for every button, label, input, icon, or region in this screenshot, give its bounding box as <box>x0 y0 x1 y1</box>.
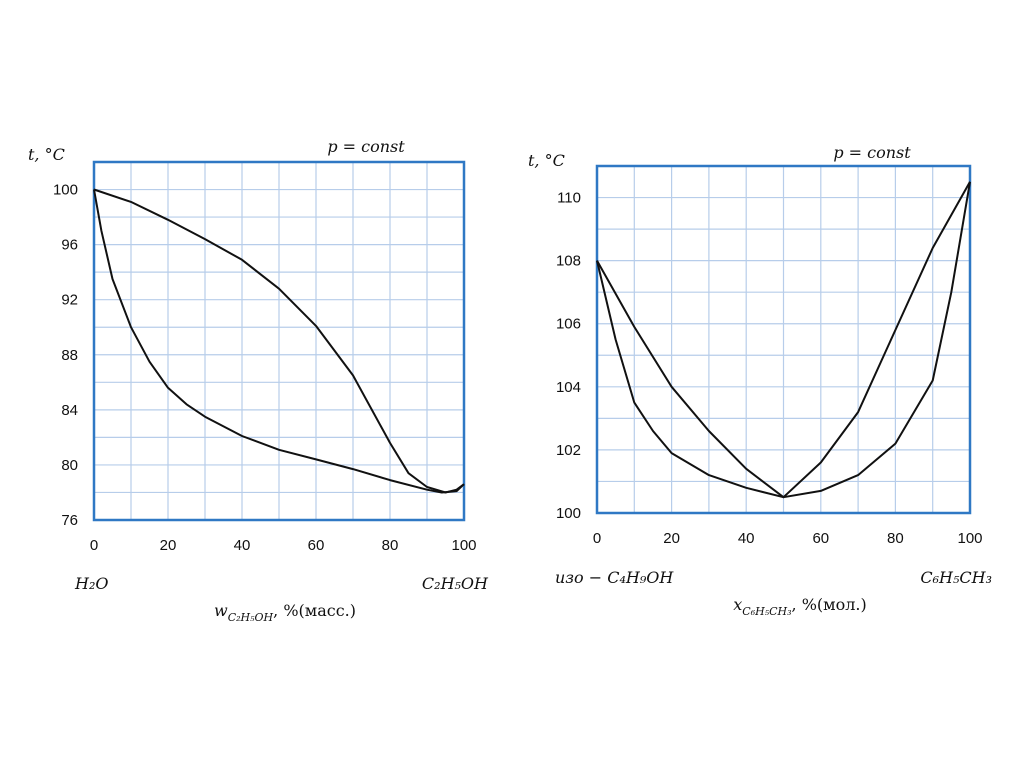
chart-title: p = const <box>327 137 405 156</box>
x-axis-label-subscript: C₆H₅CH₃ <box>742 605 791 618</box>
x-tick-label: 80 <box>887 530 904 547</box>
y-tick-label: 88 <box>61 347 78 364</box>
left-component-label: изо − C₄H₉OH <box>555 568 674 587</box>
x-axis-label-var: x <box>733 595 742 614</box>
right-component-label: C₆H₅CH₃ <box>920 568 992 587</box>
y-tick-label: 108 <box>556 253 581 270</box>
plot-frame <box>595 164 972 515</box>
y-tick-label: 100 <box>53 182 78 199</box>
chart-title: p = const <box>833 143 911 162</box>
right-component-label: C₂H₅OH <box>422 574 489 593</box>
y-tick-label: 102 <box>556 442 581 459</box>
y-tick-label: 76 <box>61 512 78 529</box>
y-axis-label: t, °C <box>28 145 65 164</box>
y-tick-label: 80 <box>61 457 78 474</box>
x-tick-label: 100 <box>451 537 476 554</box>
y-tick-label: 106 <box>556 316 581 333</box>
y-tick-label: 110 <box>557 190 581 207</box>
left-component-label: H₂O <box>74 574 108 593</box>
x-axis-label: xC₆H₅CH₃, %(мол.) <box>733 595 866 618</box>
y-tick-label: 100 <box>556 505 581 522</box>
x-axis-label-unit: , %(мол.) <box>792 595 867 614</box>
y-tick-label: 92 <box>61 292 78 309</box>
x-axis-label-subscript: C₂H₅OH <box>228 611 274 624</box>
y-axis-label: t, °C <box>528 151 565 170</box>
x-tick-label: 20 <box>160 537 177 554</box>
x-tick-label: 60 <box>812 530 829 547</box>
y-tick-label: 104 <box>556 379 581 396</box>
x-tick-label: 40 <box>738 530 755 547</box>
y-tick-label: 84 <box>61 402 78 419</box>
chart-2: 0 20 40 60 80 100 100 102 104 106 108 110 t, °C p = c… <box>528 143 992 618</box>
x-tick-label: 40 <box>234 537 251 554</box>
x-tick-label: 20 <box>663 530 680 547</box>
x-axis-label-unit: , %(масс.) <box>273 601 356 620</box>
x-axis-label: wC₂H₅OH, %(масс.) <box>214 601 356 624</box>
x-tick-label: 60 <box>308 537 325 554</box>
x-tick-label: 100 <box>957 530 982 547</box>
y-tick-label: 96 <box>61 237 78 254</box>
curve-liquid <box>596 181 971 499</box>
x-tick-label: 0 <box>593 530 601 547</box>
curve-liquid <box>93 189 465 494</box>
plot-frame <box>92 160 466 522</box>
x-tick-label: 0 <box>90 537 98 554</box>
x-axis-label-var: w <box>214 601 228 620</box>
x-tick-label: 80 <box>382 537 399 554</box>
chart-1: 0 20 40 60 80 100 76 80 84 88 92 96 100 t, °C p = cons… <box>28 137 489 624</box>
